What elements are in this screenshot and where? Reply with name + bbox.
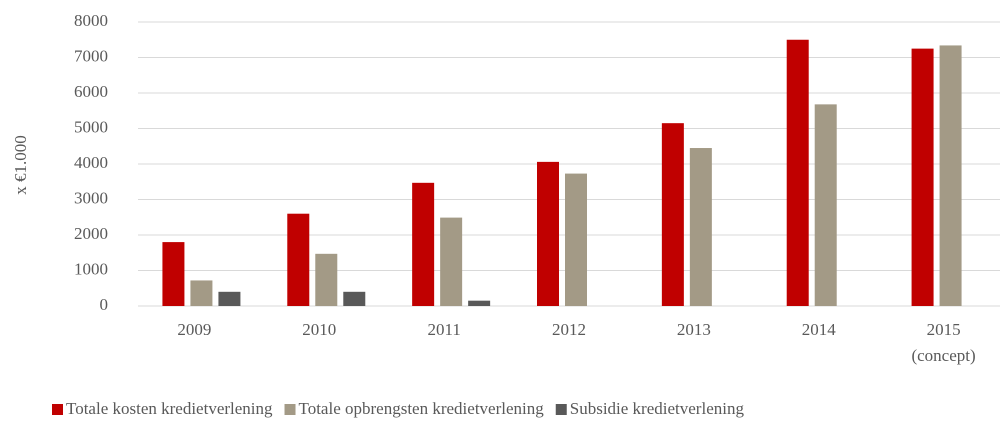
bar — [315, 253, 338, 306]
bar — [661, 123, 684, 306]
x-tick-label: 2015 (concept) — [911, 320, 975, 365]
bar — [190, 280, 213, 306]
bar — [537, 161, 559, 306]
bar — [218, 291, 241, 306]
y-axis-label: x €1.000 — [11, 135, 30, 195]
y-tick-label: 0 — [100, 295, 109, 314]
y-tick-label: 7000 — [74, 46, 108, 65]
bar — [814, 104, 837, 306]
bar — [440, 217, 463, 306]
x-tick-label: 2010 — [302, 320, 336, 339]
bar — [786, 39, 809, 306]
bar — [939, 45, 962, 307]
bar — [911, 48, 934, 306]
y-tick-label: 3000 — [74, 188, 108, 207]
x-tick-label: 2012 — [552, 320, 586, 339]
x-tick-label: 2011 — [427, 320, 460, 339]
bar — [565, 173, 587, 306]
legend-swatch — [284, 404, 296, 415]
bar — [162, 242, 185, 306]
bar — [689, 148, 712, 306]
bar — [343, 291, 366, 306]
x-tick-label: 2013 — [677, 320, 711, 339]
legend-label: Totale kosten kredietverlening — [66, 399, 273, 418]
y-tick-label: 4000 — [74, 153, 108, 172]
y-tick-label: 2000 — [74, 224, 108, 243]
legend-label: Subsidie kredietverlening — [570, 399, 745, 418]
y-tick-label: 8000 — [74, 11, 108, 30]
y-tick-label: 6000 — [74, 82, 108, 101]
x-tick-label: 2014 — [802, 320, 837, 339]
legend-swatch — [555, 404, 567, 415]
x-tick-label: 2009 — [177, 320, 211, 339]
y-tick-label: 1000 — [74, 259, 108, 278]
legend-swatch — [52, 404, 63, 415]
legend-label: Totale opbrengsten kredietverlening — [299, 399, 545, 418]
y-tick-label: 5000 — [74, 117, 108, 136]
bar — [287, 213, 310, 306]
bar — [412, 182, 435, 306]
bar — [468, 300, 491, 306]
